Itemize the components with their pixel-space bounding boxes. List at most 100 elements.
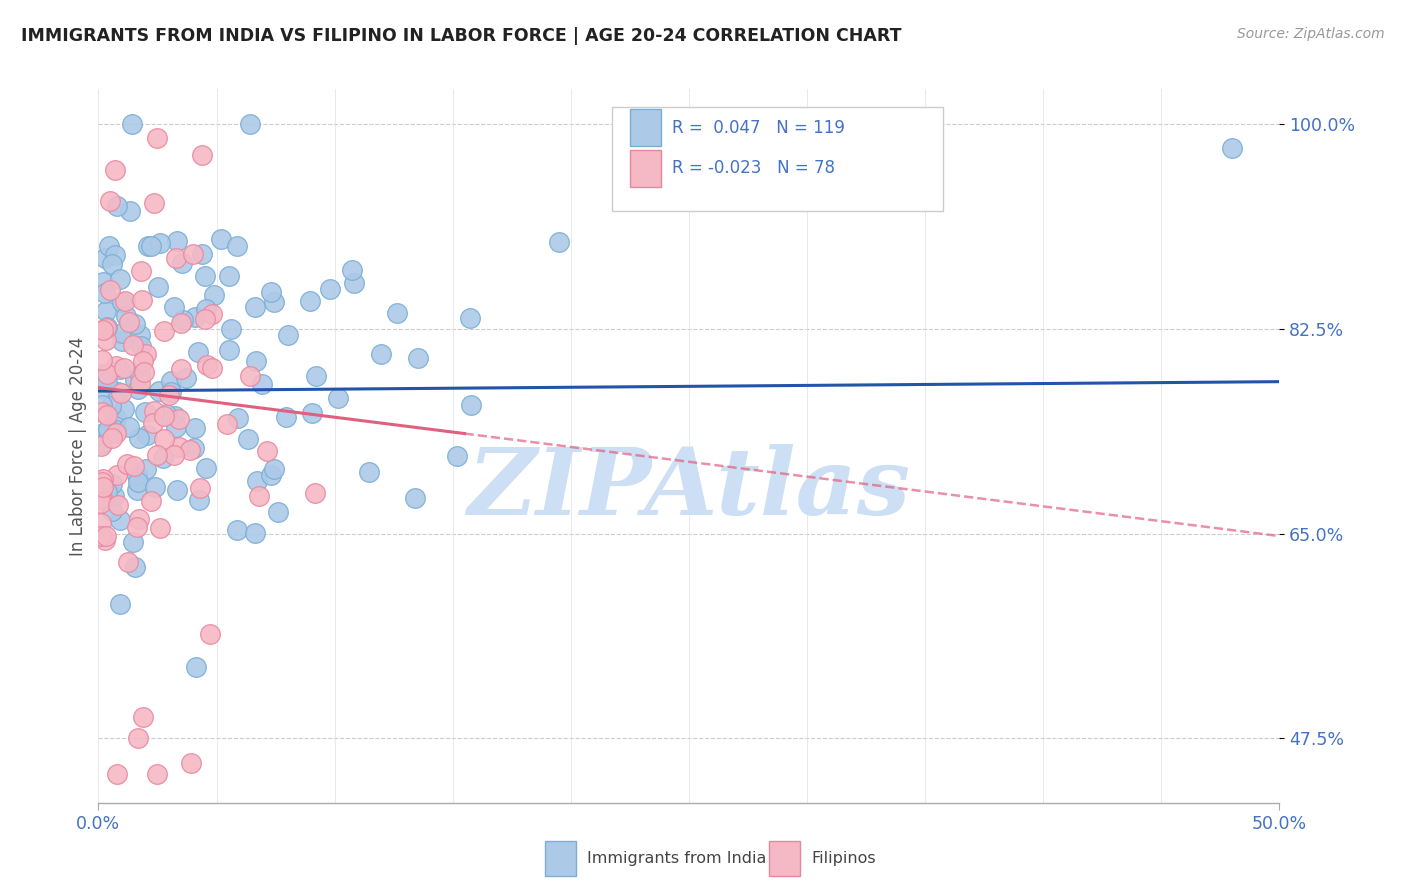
Point [136,238,159,252]
Point [108,597,131,611]
Point [219,322,242,336]
Point [202,288,225,302]
Point [90,405,112,419]
Point [104,359,127,373]
Point [218,343,240,357]
Point [153,324,176,338]
Point [1220,141,1243,155]
Point [110,326,132,340]
Point [143,195,166,210]
Point [298,294,321,309]
Point [184,310,207,324]
Point [148,384,170,399]
Point [98,194,121,208]
Point [159,385,181,400]
Point [96,485,118,500]
Point [118,315,141,329]
Point [105,199,128,213]
Point [105,467,128,482]
Point [110,272,132,286]
Point [114,294,136,309]
Y-axis label: In Labor Force | Age 20-24: In Labor Force | Age 20-24 [69,336,87,556]
Point [170,256,193,270]
Point [153,432,176,446]
Point [135,347,157,361]
Point [105,411,128,425]
Point [260,468,283,483]
Point [217,417,239,431]
Point [305,369,328,384]
Point [108,513,131,527]
Point [195,461,218,475]
Point [94,320,117,334]
Text: Source: ZipAtlas.com: Source: ZipAtlas.com [1237,27,1385,41]
Point [342,276,364,290]
Point [129,376,152,390]
Point [90,516,112,531]
Point [184,421,207,435]
Point [112,361,135,376]
Point [226,523,249,537]
Point [93,429,115,443]
Point [166,483,188,497]
Point [146,130,169,145]
Point [460,398,482,412]
Point [170,316,193,330]
Point [131,293,153,307]
FancyBboxPatch shape [630,150,661,187]
Point [111,334,134,348]
Point [245,354,267,368]
Point [91,275,114,289]
Point [142,416,165,430]
Point [201,307,224,321]
Point [319,282,342,296]
Point [91,475,114,489]
Point [90,381,112,395]
Point [96,408,118,422]
Point [90,529,112,543]
Point [146,448,169,462]
Point [194,312,217,326]
FancyBboxPatch shape [546,840,575,876]
Point [105,423,128,437]
Point [100,399,122,413]
Point [194,268,217,283]
Point [209,231,232,245]
Point [135,428,157,442]
Point [94,529,117,543]
Point [94,533,117,548]
Point [129,263,152,277]
Point [105,425,128,440]
Point [183,441,205,455]
Point [134,405,156,419]
Point [108,361,131,376]
Point [94,286,117,301]
Point [128,512,150,526]
Point [146,766,169,780]
Point [166,234,188,248]
Point [170,361,193,376]
Point [326,391,349,405]
Point [132,365,155,379]
Point [239,369,262,384]
Point [165,409,187,423]
Point [142,404,165,418]
Point [107,385,129,400]
Point [404,491,426,505]
Text: R = -0.023   N = 78: R = -0.023 N = 78 [672,160,835,178]
Text: IMMIGRANTS FROM INDIA VS FILIPINO IN LABOR FORCE | AGE 20-24 CORRELATION CHART: IMMIGRANTS FROM INDIA VS FILIPINO IN LAB… [21,27,901,45]
Point [246,474,269,488]
Point [90,367,112,381]
Point [256,444,278,458]
Point [548,235,571,249]
Point [90,496,112,510]
Point [181,247,204,261]
Point [139,239,162,253]
Point [94,251,117,265]
Point [149,235,172,250]
Point [226,239,249,253]
Point [194,302,217,317]
Point [458,310,481,325]
Point [267,504,290,518]
Point [90,439,112,453]
